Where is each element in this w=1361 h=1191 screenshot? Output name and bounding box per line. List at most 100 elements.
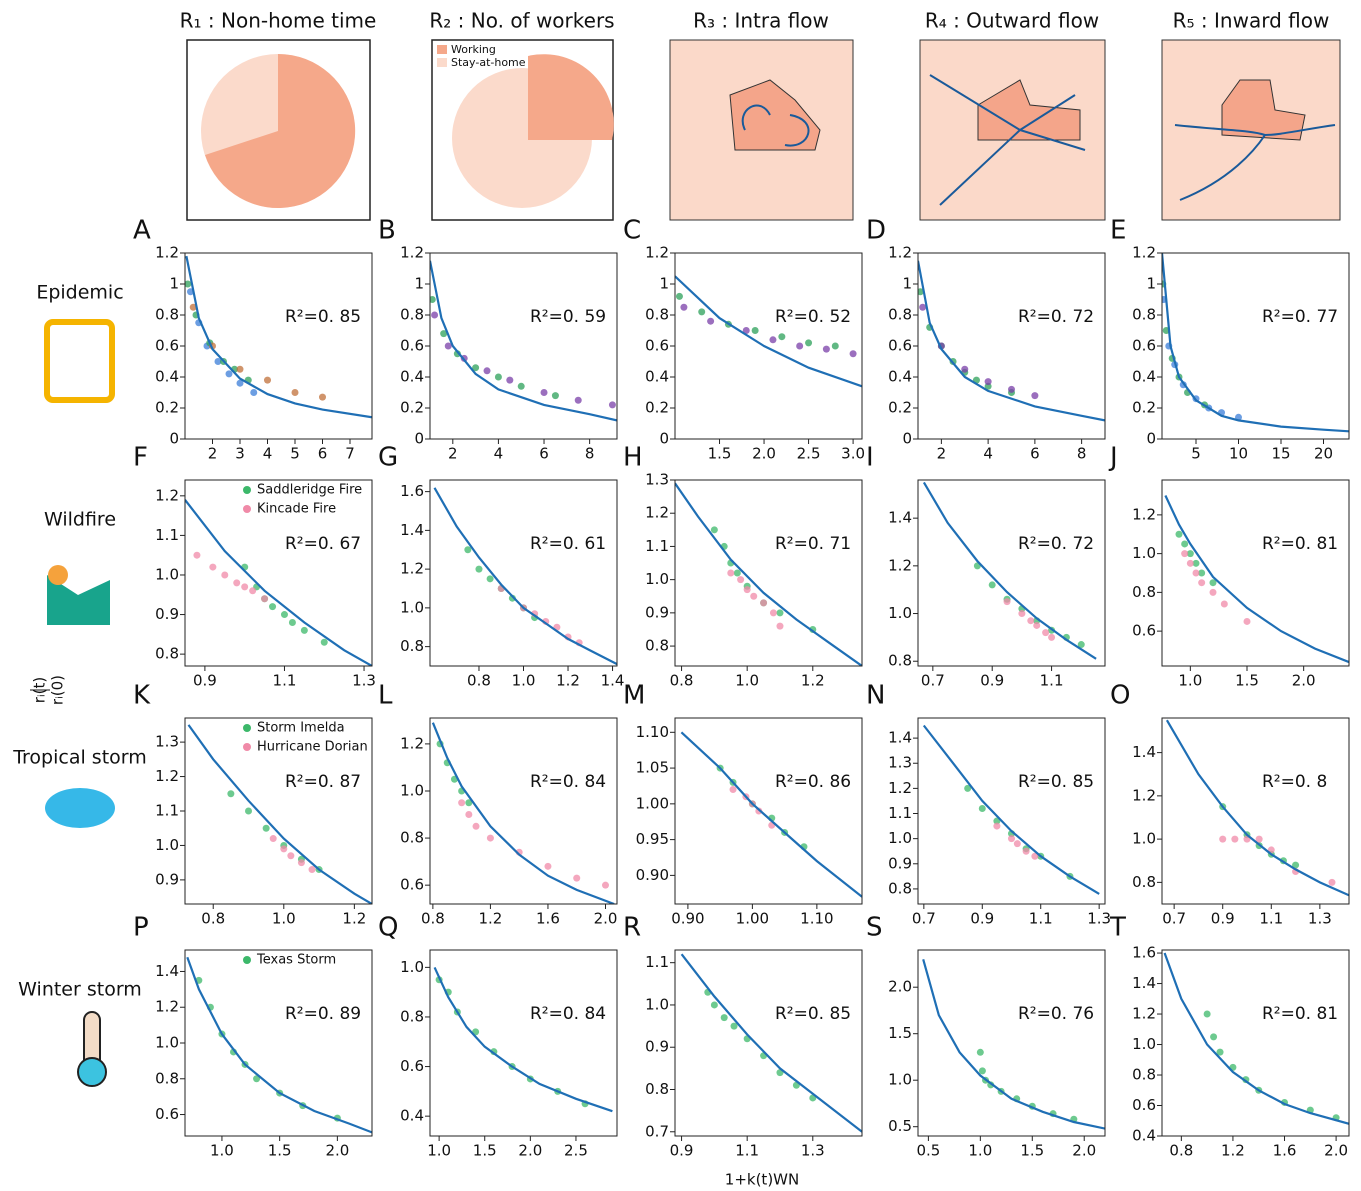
point — [1203, 1010, 1211, 1018]
x-tick-label: 2.0 — [518, 1142, 542, 1160]
point — [465, 811, 473, 819]
panel: S 0.5 1.0 1.5 2.0 0.5 1.0 1.5 2.0 R²=0. 76 — [866, 913, 1106, 1160]
point — [189, 303, 197, 311]
point — [964, 784, 972, 792]
y-tick-label: 2.0 — [888, 978, 912, 996]
point — [743, 586, 751, 594]
x-tick-label: 2.0 — [752, 445, 776, 463]
x-tick-label: 0.9 — [670, 1142, 694, 1160]
panel: M 0.90 1.00 1.10 0.90 0.95 1.00 1.05 1.10 R²=0. 8… — [623, 681, 863, 928]
row-label: Tropical storm — [12, 747, 147, 769]
point — [483, 367, 491, 375]
x-tick-label: 20 — [1314, 445, 1333, 463]
plot-area — [1163, 952, 1349, 1125]
plot-area — [1165, 719, 1349, 897]
point — [1181, 550, 1189, 558]
y-tick-label: 0.6 — [1132, 337, 1156, 355]
y-tick-label: 0.6 — [400, 337, 424, 355]
x-tick-label: 2 — [448, 445, 458, 463]
plot-frame — [184, 252, 373, 440]
x-tick-label: 1.2 — [342, 910, 366, 928]
y-tick-label: 1 — [902, 275, 912, 293]
panel: L 0.8 1.2 1.6 2.0 0.6 0.8 1.0 1.2 R²=0. 84 — [378, 681, 618, 928]
x-tick-label: 2.5 — [564, 1142, 588, 1160]
plot-area — [187, 724, 372, 904]
x-tick-label: 1.3 — [801, 1142, 825, 1160]
y-tick-label: 0.9 — [888, 854, 912, 872]
panel-letter: F — [133, 443, 148, 473]
panel-letter: L — [378, 681, 393, 711]
point — [262, 824, 270, 832]
point — [280, 611, 288, 619]
x-tick-label: 5 — [290, 445, 300, 463]
x-tick-label: 5 — [1191, 445, 1201, 463]
x-tick-label: 2.0 — [1292, 672, 1316, 690]
point — [720, 1014, 728, 1022]
legend-label: Working — [451, 43, 496, 56]
point — [769, 336, 777, 344]
y-tick-label: 0.8 — [888, 306, 912, 324]
point — [241, 583, 249, 591]
point — [458, 799, 466, 807]
panel-letter: N — [866, 681, 885, 711]
y-tick-label: 0.7 — [645, 1122, 669, 1140]
y-tick-label: 1.0 — [888, 829, 912, 847]
column-title: R₃ : Intra flow — [693, 9, 829, 33]
y-tick-label: 0.9 — [155, 870, 179, 888]
point — [1013, 840, 1021, 848]
x-tick-label: 7 — [345, 445, 355, 463]
x-tick-label: 0.9 — [193, 672, 217, 690]
point — [245, 807, 253, 815]
map — [669, 39, 1341, 221]
y-tick-label: 0.4 — [400, 1107, 424, 1125]
y-tick-label: 1.5 — [888, 1024, 912, 1042]
plot-area — [186, 956, 372, 1134]
x-tick-label: 0.7 — [921, 672, 945, 690]
point — [517, 382, 525, 390]
point — [1219, 835, 1227, 843]
plot-frame — [429, 717, 618, 905]
y-tick-label: 1.3 — [155, 733, 179, 751]
y-tick-label: 1.4 — [400, 521, 424, 539]
point — [742, 327, 750, 334]
y-tick-label: 1.1 — [645, 537, 669, 555]
point — [214, 358, 222, 365]
y-tick-label: 1.0 — [888, 604, 912, 622]
point — [918, 288, 924, 296]
y-tick-label: 0.8 — [400, 306, 424, 324]
fit-curve — [675, 275, 862, 388]
plot-frame — [184, 479, 373, 667]
point — [1243, 617, 1251, 625]
r2-annotation: R²=0. 89 — [285, 1004, 361, 1024]
legend-label: Texas Storm — [256, 953, 336, 968]
x-tick-label: 0.9 — [970, 910, 994, 928]
plot-area — [918, 260, 1105, 422]
y-tick-label: 1.2 — [1132, 1005, 1156, 1023]
point — [494, 373, 502, 381]
point — [544, 862, 552, 870]
r2-annotation: R²=0. 84 — [530, 772, 606, 792]
fit-curve — [1165, 719, 1349, 897]
y-tick-label: 1.2 — [400, 734, 424, 752]
y-tick-label: 1.05 — [636, 759, 669, 777]
y-tick-label: 0.8 — [155, 306, 179, 324]
fit-curve — [187, 724, 372, 904]
x-tick-label: 0.8 — [1169, 1142, 1193, 1160]
pie-slice — [528, 54, 614, 140]
point — [227, 790, 235, 798]
point — [849, 350, 857, 358]
panel-letter: I — [866, 443, 874, 473]
panel-letter: B — [378, 216, 396, 246]
point — [737, 576, 745, 584]
fit-curve — [918, 260, 1105, 422]
plot-area — [1164, 495, 1349, 664]
point — [919, 303, 927, 311]
y-tick-label: 0.8 — [888, 652, 912, 670]
y-tick-label: 0.4 — [400, 368, 424, 386]
x-label: 1+k(t)WN — [725, 1171, 799, 1189]
point — [1220, 600, 1228, 608]
row-label: Epidemic — [36, 282, 123, 304]
point — [440, 330, 448, 338]
plot-area — [680, 953, 862, 1133]
point — [733, 569, 741, 577]
